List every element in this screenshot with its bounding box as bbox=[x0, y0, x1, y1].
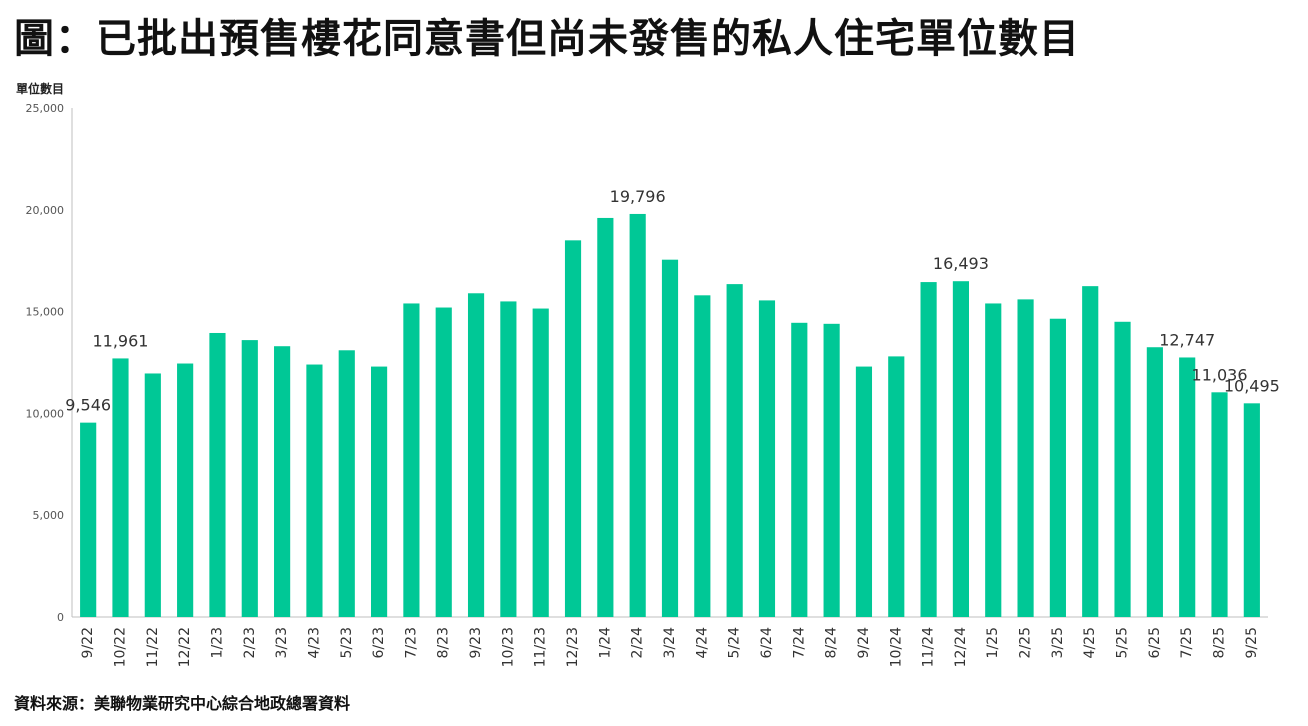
x-tick-label: 3/25 bbox=[1050, 627, 1066, 658]
bar bbox=[758, 300, 776, 617]
y-tick-label: 15,000 bbox=[26, 306, 65, 319]
x-tick-label: 11/22 bbox=[145, 627, 161, 667]
x-tick-label: 9/24 bbox=[856, 627, 872, 659]
bar bbox=[306, 364, 323, 617]
bar bbox=[1082, 286, 1099, 617]
bar bbox=[209, 332, 226, 617]
bar bbox=[694, 295, 711, 617]
data-label: 11,036 bbox=[1192, 365, 1248, 384]
x-tick-label: 4/25 bbox=[1082, 627, 1098, 658]
x-tick-label: 5/23 bbox=[339, 627, 355, 658]
bar bbox=[532, 308, 549, 617]
x-tick-label: 8/23 bbox=[436, 627, 452, 658]
x-tick-label: 5/24 bbox=[727, 627, 743, 659]
bar bbox=[177, 363, 194, 617]
bar bbox=[112, 358, 129, 617]
x-tick-label: 12/23 bbox=[565, 627, 581, 667]
x-tick-label: 4/23 bbox=[306, 627, 322, 658]
x-tick-label: 10/24 bbox=[888, 627, 904, 667]
y-tick-label: 0 bbox=[57, 611, 64, 624]
x-tick-label: 5/25 bbox=[1115, 627, 1131, 658]
x-tick-label: 4/24 bbox=[694, 627, 710, 659]
x-tick-label: 2/23 bbox=[242, 627, 258, 658]
x-tick-label: 6/25 bbox=[1147, 627, 1163, 658]
data-label: 11,961 bbox=[92, 331, 148, 350]
data-label: 12,747 bbox=[1159, 330, 1215, 349]
x-tick-label: 6/23 bbox=[371, 627, 387, 658]
data-label: 10,495 bbox=[1224, 376, 1280, 395]
x-tick-label: 3/24 bbox=[662, 627, 678, 659]
x-tick-label: 10/23 bbox=[500, 627, 516, 667]
x-tick-label: 7/23 bbox=[403, 627, 419, 658]
bar bbox=[500, 301, 517, 617]
x-tick-label: 6/24 bbox=[759, 627, 775, 659]
y-tick-label: 20,000 bbox=[26, 204, 65, 217]
x-tick-label: 9/22 bbox=[80, 627, 96, 658]
x-tick-label: 2/24 bbox=[630, 627, 646, 659]
x-tick-label: 2/25 bbox=[1018, 627, 1034, 658]
bar bbox=[726, 284, 743, 617]
y-tick-label: 25,000 bbox=[26, 102, 65, 115]
bar bbox=[1179, 357, 1196, 617]
x-tick-label: 9/25 bbox=[1244, 627, 1260, 658]
x-tick-label: 8/24 bbox=[824, 627, 840, 659]
bar bbox=[952, 281, 969, 617]
bar bbox=[661, 259, 679, 617]
bar bbox=[144, 373, 161, 617]
y-tick-label: 5,000 bbox=[33, 509, 65, 522]
x-tick-label: 7/25 bbox=[1179, 627, 1195, 658]
x-tick-label: 9/23 bbox=[468, 627, 484, 658]
bar bbox=[1049, 318, 1066, 617]
source-note: 資料來源：美聯物業研究中心綜合地政總署資料 bbox=[14, 694, 351, 713]
x-tick-label: 3/23 bbox=[274, 627, 290, 658]
x-tick-label: 11/23 bbox=[533, 627, 549, 667]
x-tick-label: 1/23 bbox=[209, 627, 225, 658]
bar bbox=[629, 213, 646, 618]
data-label: 19,796 bbox=[610, 187, 666, 206]
bar bbox=[1211, 392, 1228, 617]
x-tick-label: 1/25 bbox=[985, 627, 1001, 658]
y-axis-label: 單位數目 bbox=[16, 81, 64, 96]
bar bbox=[1114, 321, 1131, 617]
chart-title: 圖：已批出預售樓花同意書但尚未發售的私人住宅單位數目 bbox=[14, 16, 1080, 62]
bar bbox=[1243, 403, 1260, 617]
x-tick-label: 7/24 bbox=[791, 627, 807, 659]
bar bbox=[823, 323, 840, 617]
bar bbox=[403, 303, 420, 617]
bar bbox=[564, 240, 582, 617]
bar bbox=[1017, 299, 1034, 617]
bar bbox=[985, 303, 1002, 617]
bar bbox=[597, 217, 614, 617]
x-tick-label: 11/24 bbox=[921, 627, 937, 667]
bar bbox=[1146, 347, 1163, 617]
x-tick-label: 1/24 bbox=[597, 627, 613, 659]
bar bbox=[80, 422, 97, 617]
bar bbox=[888, 356, 905, 617]
bar bbox=[855, 366, 873, 617]
x-tick-label: 10/22 bbox=[112, 627, 128, 667]
x-tick-label: 12/22 bbox=[177, 627, 193, 667]
data-label: 9,546 bbox=[65, 396, 111, 415]
bar bbox=[241, 340, 258, 617]
bar bbox=[467, 293, 485, 617]
bar bbox=[338, 350, 355, 617]
x-tick-label: 12/24 bbox=[953, 627, 969, 667]
bar bbox=[371, 366, 388, 617]
bar bbox=[435, 307, 452, 617]
bar-chart: 單位數目 0 5,000 10,000 15,000 20,000 25,000 9/22… bbox=[16, 81, 1280, 667]
bar bbox=[274, 346, 291, 617]
bar bbox=[920, 282, 937, 617]
data-label: 16,493 bbox=[933, 254, 989, 273]
x-tick-label: 8/25 bbox=[1212, 627, 1228, 658]
y-tick-label: 10,000 bbox=[26, 407, 65, 420]
bar bbox=[791, 322, 808, 617]
